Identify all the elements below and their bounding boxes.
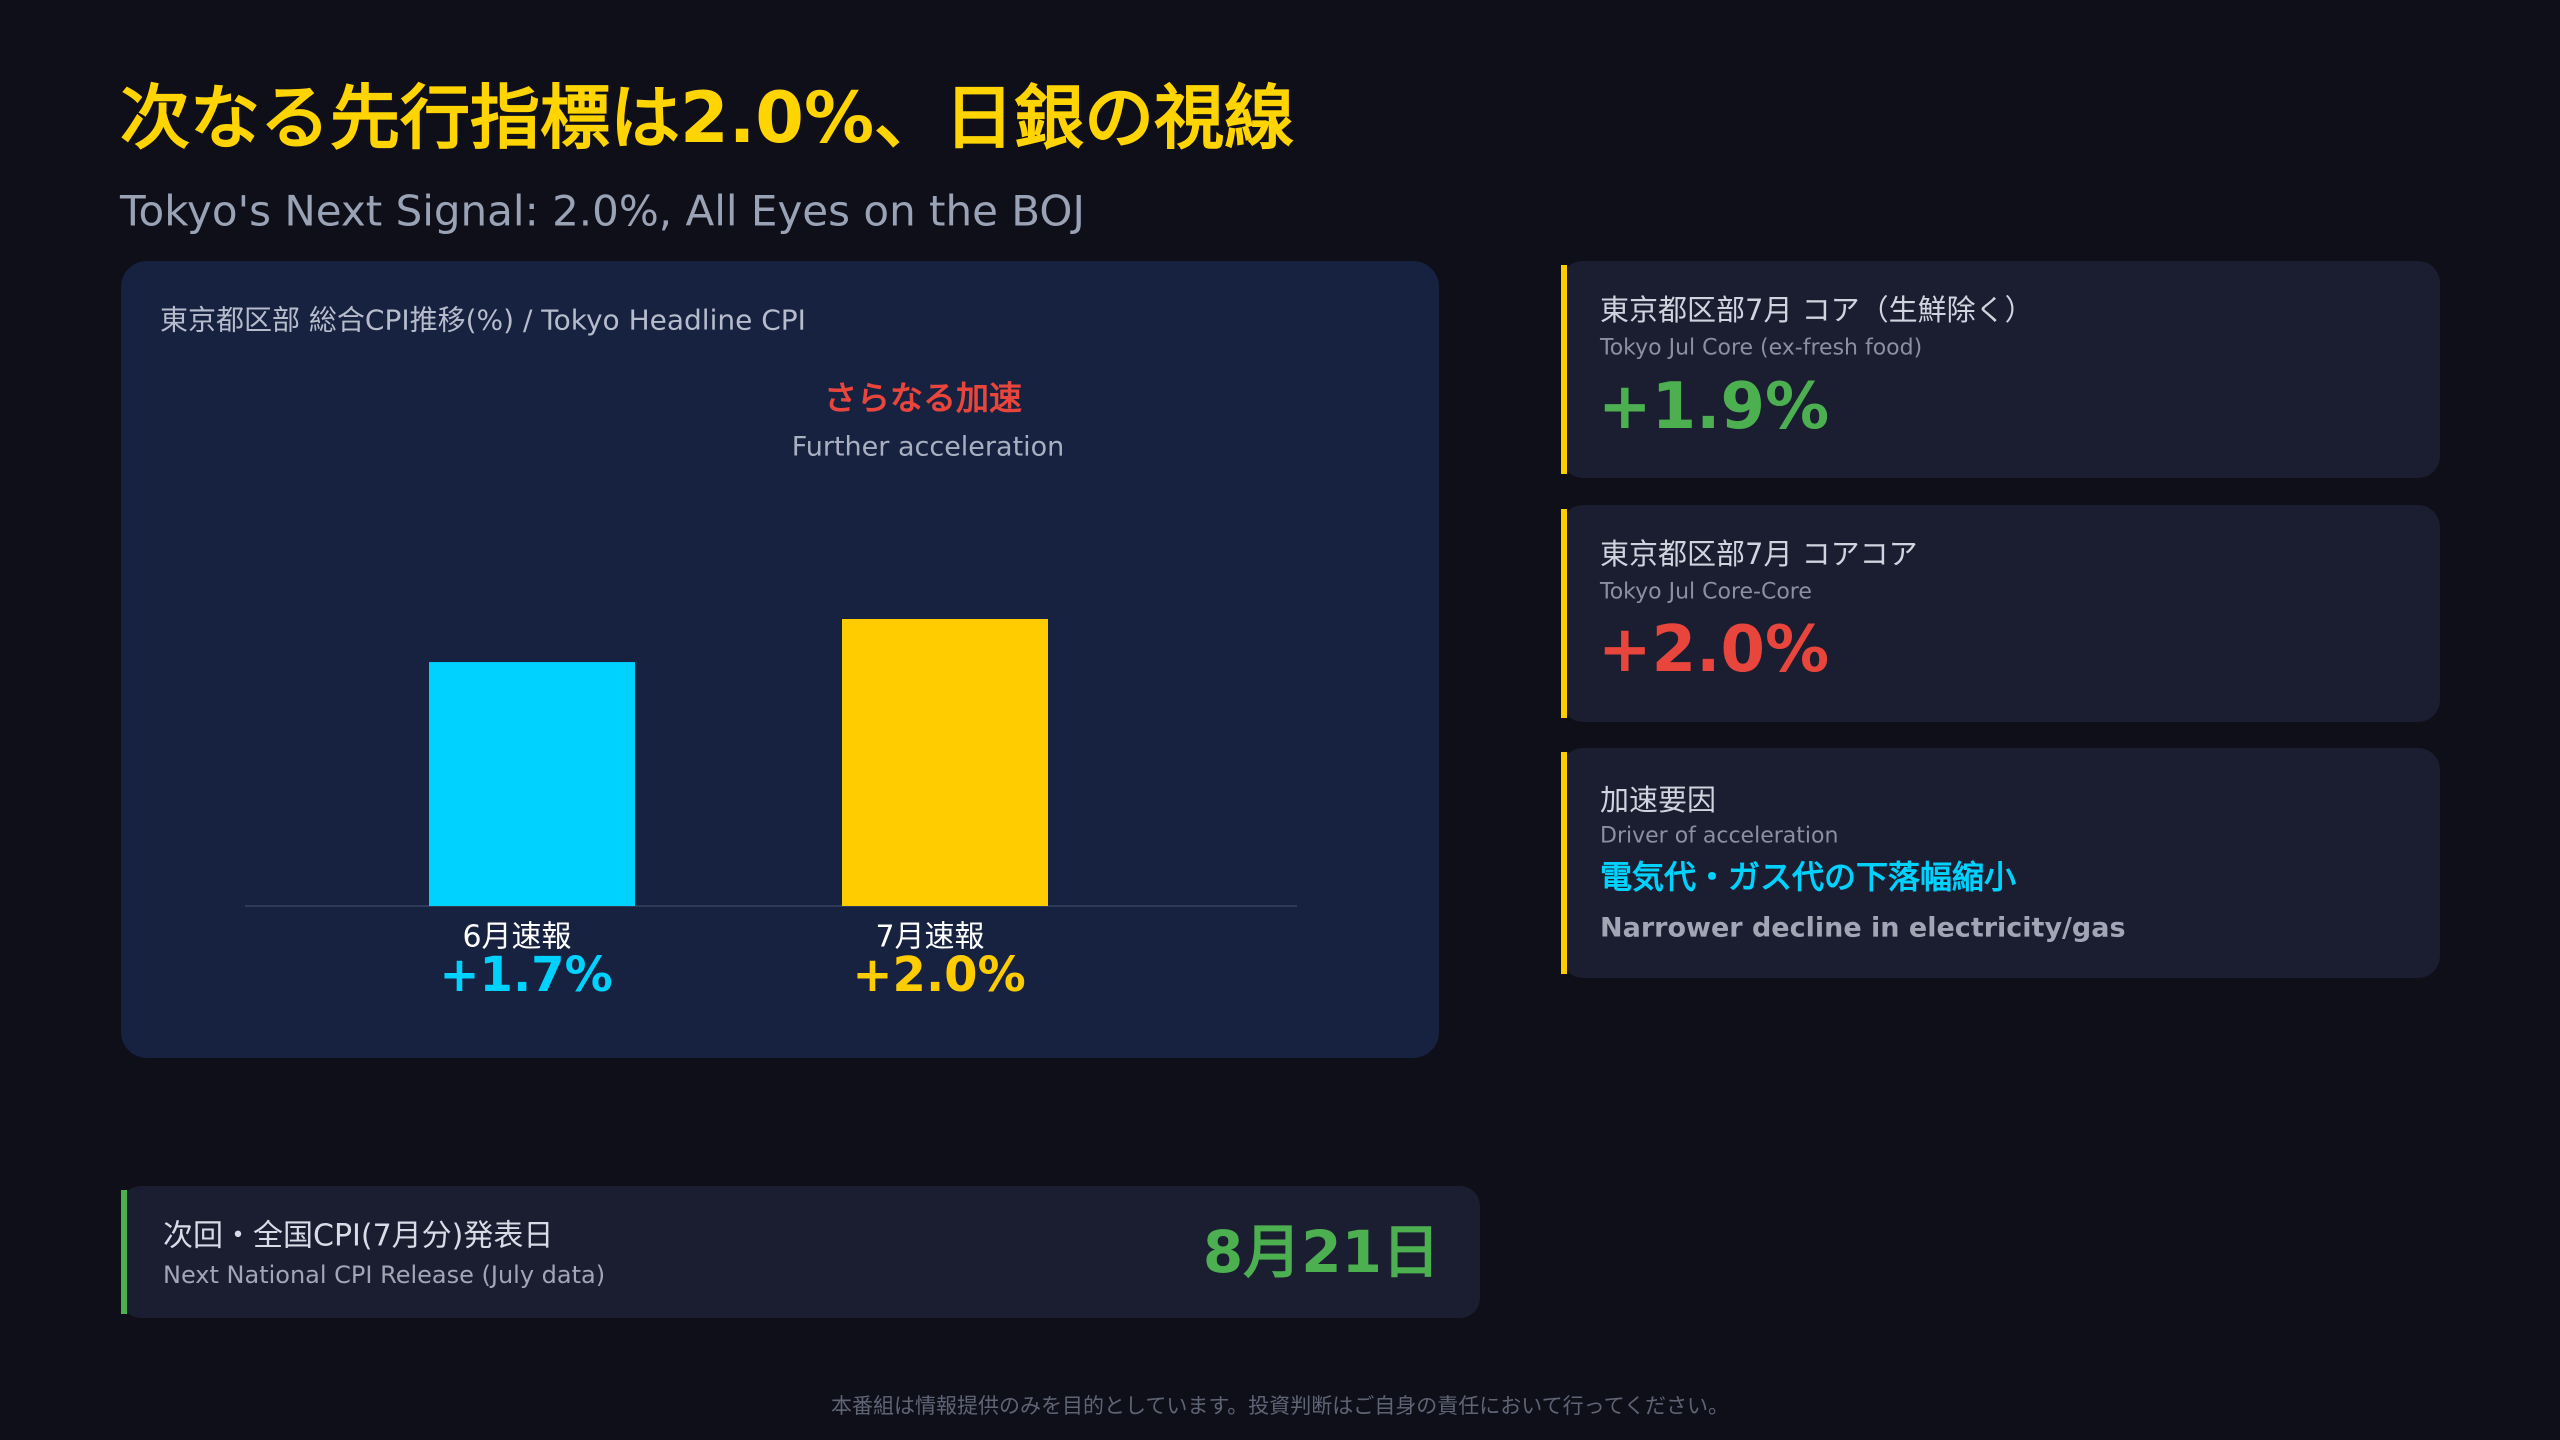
card-sublabel: Tokyo Jul Core-Core <box>1599 580 1812 605</box>
card-accent <box>1561 509 1567 718</box>
card-accent <box>121 1190 127 1314</box>
card-label: 東京都区部7月 コアコア <box>1600 537 1918 571</box>
release-sublabel: Next National CPI Release (July data) <box>163 1261 605 1289</box>
title: 次なる先行指標は2.0%、日銀の視線 <box>120 77 1294 159</box>
chart-title: 東京都区部 総合CPI推移(%) / Tokyo Headline CPI <box>160 304 806 337</box>
card-label: 東京都区部7月 コア（生鮮除く） <box>1600 293 2034 327</box>
release-date: 8月21日 <box>1203 1218 1440 1286</box>
subtitle: Tokyo's Next Signal: 2.0%, All Eyes on t… <box>119 187 1085 236</box>
card: 東京都区部7月 コア（生鮮除く） Tokyo Jul Core (ex-fres… <box>1561 261 2440 478</box>
value-label: +1.7% <box>439 947 612 1003</box>
card-bg <box>1561 748 2440 978</box>
card: 東京都区部7月 コアコア Tokyo Jul Core-Core +2.0% <box>1561 505 2440 722</box>
bar <box>429 662 635 906</box>
card-value: +2.0% <box>1598 613 1829 687</box>
annotation: さらなる加速 <box>824 379 1022 418</box>
category-label: 7月速報 <box>875 920 984 955</box>
card-label: 加速要因 <box>1600 783 1716 817</box>
card-sublabel: Driver of acceleration <box>1600 824 1838 849</box>
annotation-sub: Further acceleration <box>792 432 1065 463</box>
card-note: Narrower decline in electricity/gas <box>1600 913 2126 944</box>
value-label: +2.0% <box>852 947 1025 1003</box>
release-card: 次回・全国CPI(7月分)発表日 Next National CPI Relea… <box>121 1186 1480 1318</box>
card-value: 電気代・ガス代の下落幅縮小 <box>1600 858 2016 896</box>
card-sublabel: Tokyo Jul Core (ex-fresh food) <box>1599 336 1922 361</box>
release-label: 次回・全国CPI(7月分)発表日 <box>163 1219 553 1254</box>
card-bg <box>1561 505 2440 722</box>
card-accent <box>1561 265 1567 474</box>
card-bg <box>121 1186 1480 1318</box>
card-value: +1.9% <box>1598 370 1829 444</box>
bar <box>842 619 1048 906</box>
bars: 6月速報+1.7% 7月速報+2.0% <box>429 619 1048 1003</box>
card-accent <box>1561 752 1567 974</box>
card-bg <box>1561 261 2440 478</box>
category-label: 6月速報 <box>462 920 571 955</box>
disclaimer: 本番組は情報提供のみを目的としています。投資判断はご自身の責任において行ってくだ… <box>831 1394 1729 1418</box>
card: 加速要因 Driver of acceleration 電気代・ガス代の下落幅縮… <box>1561 748 2440 978</box>
chart-panel <box>121 261 1439 1058</box>
